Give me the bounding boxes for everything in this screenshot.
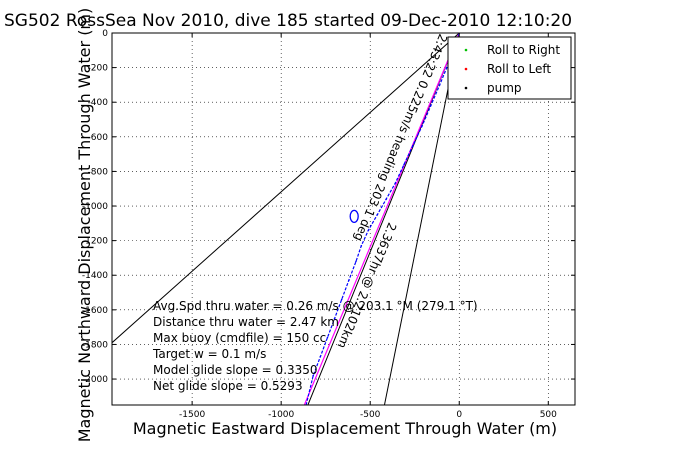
annotation-line: Target w = 0.1 m/s — [152, 347, 266, 361]
track-point — [367, 229, 370, 232]
track-point — [403, 163, 405, 166]
x-tick-label: 0 — [456, 410, 462, 420]
track-point — [333, 317, 336, 320]
track-point — [438, 84, 441, 86]
track-point — [376, 213, 379, 216]
annotation-line: Max buoy (cmdfile) = 150 cc — [153, 331, 326, 345]
cone-line — [383, 33, 460, 405]
heading-line — [303, 33, 460, 405]
annotation-line: Distance thru water = 2.47 km — [153, 315, 339, 329]
y-tick-label: -1400 — [82, 271, 108, 281]
y-tick-label: -2000 — [82, 375, 108, 385]
legend-marker — [464, 86, 468, 90]
y-axis-label: Magnetic Northward Displacement Through … — [75, 8, 94, 443]
chart-title: SG502 RossSea Nov 2010, dive 185 started… — [4, 11, 572, 31]
legend-marker — [464, 67, 468, 71]
y-tick-label: -200 — [88, 64, 109, 74]
annotation-line: Net glide slope = 0.5293 — [153, 379, 303, 393]
x-tick-label: -500 — [360, 410, 381, 420]
y-tick-label: -400 — [88, 98, 109, 108]
track-point — [312, 374, 315, 377]
annotation-line: Avg.Spd thru water = 0.26 m/s @ 203.1 °M… — [153, 299, 478, 313]
y-tick-label: -1800 — [82, 340, 108, 350]
y-tick-label: -600 — [88, 133, 109, 143]
x-tick-label: 500 — [540, 410, 557, 420]
x-tick-label: -1000 — [268, 410, 294, 420]
annotation-line: Model glide slope = 0.3350 — [153, 363, 318, 377]
y-tick-label: -800 — [88, 167, 109, 177]
y-tick-label: -1000 — [82, 202, 108, 212]
y-tick-label: -1200 — [82, 237, 108, 247]
track-point — [394, 182, 396, 185]
legend-label: Roll to Right — [487, 43, 560, 57]
legend-marker — [464, 48, 468, 52]
track-point — [421, 125, 423, 128]
legend-box — [447, 36, 572, 100]
legend-label: Roll to Left — [487, 62, 551, 76]
annotation-block: Avg.Spd thru water = 0.26 m/s @ 203.1 °M… — [152, 299, 478, 393]
track-point — [319, 355, 322, 358]
x-axis-label: Magnetic Eastward Displacement Through W… — [133, 419, 557, 438]
track-point — [429, 104, 432, 107]
track-point — [385, 198, 388, 200]
legend-label: pump — [487, 81, 522, 95]
cone-line — [112, 33, 460, 344]
track-point — [360, 245, 363, 247]
axes-frame — [111, 32, 576, 406]
ticks: -1500 -1000 -500 0 500 0 -200 -400 -600 -800 -1000… — [82, 29, 575, 420]
y-tick-label: 0 — [102, 29, 108, 39]
track-point — [412, 144, 414, 147]
track-point — [326, 336, 329, 339]
track-point — [355, 260, 357, 263]
y-tick-label: -1600 — [82, 306, 108, 316]
track-point — [445, 66, 448, 69]
x-tick-label: -1500 — [179, 410, 205, 420]
track-point — [340, 298, 343, 301]
surface-circle — [349, 209, 359, 224]
track-point — [348, 279, 350, 282]
legend: Roll to Right Roll to Left pump — [447, 36, 572, 100]
